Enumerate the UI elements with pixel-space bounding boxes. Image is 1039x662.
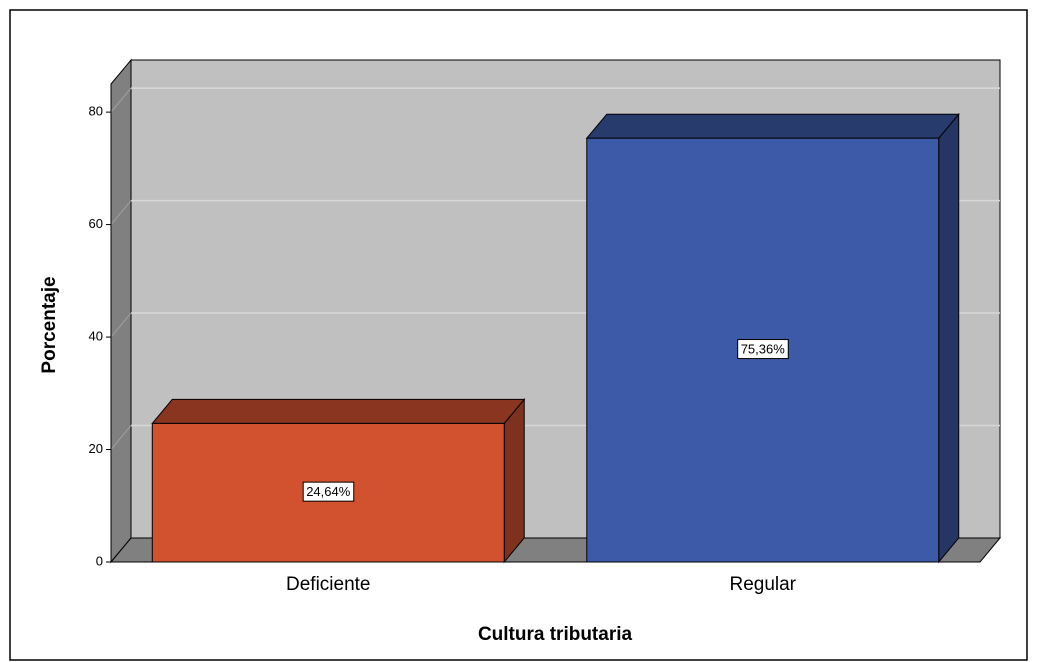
y-tick-label: 40 [89,328,103,343]
x-axis-title: Cultura tributaria [478,624,633,645]
y-tick-label: 60 [89,216,103,231]
bar-side [938,112,960,564]
data-label: 75,36% [741,342,786,357]
grid-line [110,425,132,450]
bar-side [503,398,525,564]
y-tick-label: 0 [96,553,103,568]
y-tick-label: 80 [89,104,103,119]
y-axis-title: Porcentaje [39,276,60,373]
bar-top [151,398,526,424]
x-tick-label: Regular [729,574,796,595]
data-label: 24,64% [306,484,351,499]
y-tick-label: 20 [89,441,103,456]
bar-top [585,113,960,139]
x-tick-label: Deficiente [286,574,371,595]
data-label-box [302,481,355,502]
data-label-box [737,339,789,360]
grid-line [110,87,132,113]
grid-line [110,200,132,225]
grid-line [110,312,132,338]
left-wall [110,58,132,564]
